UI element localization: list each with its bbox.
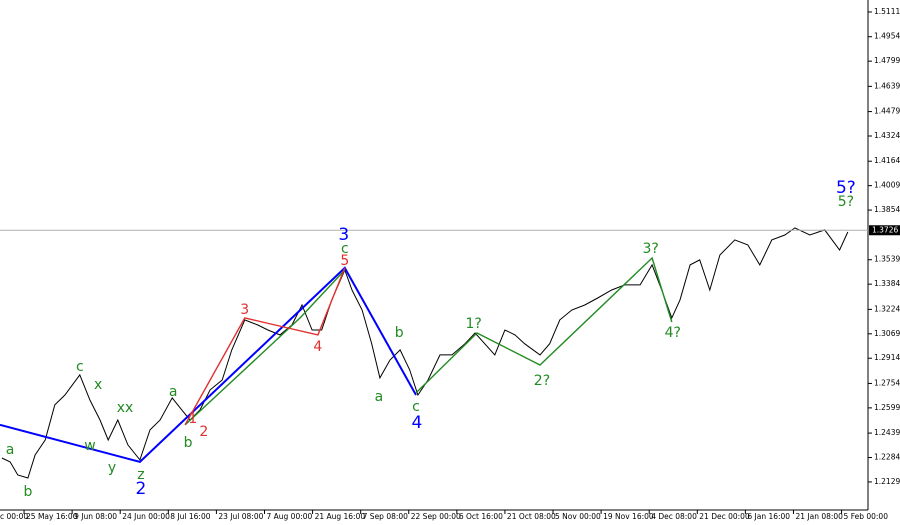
wave-label: 2? (534, 373, 550, 389)
x-tick-label: 6 Jan 16:00 (747, 512, 790, 521)
y-tick-label: 1.4009 (874, 181, 900, 190)
wave-label: 4 (313, 339, 322, 355)
x-tick-label: 23 Jul 08:00 (218, 512, 263, 521)
y-tick-label: 1.2129 (874, 477, 900, 486)
y-tick-label: 1.2599 (874, 403, 900, 412)
y-tick-label: 1.3069 (874, 329, 900, 338)
x-tick-label: 9 Jun 08:00 (74, 512, 117, 521)
wave-label: z (137, 467, 144, 483)
wave-label: c (76, 359, 84, 375)
x-tick-label: 19 Nov 16:00 (603, 512, 654, 521)
y-tick-label: 1.2439 (874, 428, 900, 437)
price-line (1, 227, 849, 479)
wave-label: w (84, 438, 95, 454)
wave-label: 3 (240, 302, 249, 318)
x-tick-label: 5 Nov 00:00 (555, 512, 601, 521)
y-tick-label: 1.2754 (874, 378, 900, 387)
wave-label: 3 (338, 225, 349, 245)
y-tick-label: 1.5111 (874, 7, 900, 16)
y-tick-label: 1.4799 (874, 56, 900, 65)
wave-label: 1 (188, 411, 197, 427)
x-tick-label: 21 Jan 08:00 (795, 512, 843, 521)
y-tick-label: 1.3539 (874, 255, 900, 264)
wave-label: b (23, 484, 32, 500)
x-tick-label: 5 Feb 00:00 (844, 512, 889, 521)
wave-label: 5? (836, 178, 856, 198)
wave-label: 2 (199, 424, 208, 440)
wave-line (184, 267, 346, 426)
y-tick-label: 1.4479 (874, 107, 900, 116)
wave-label: 4 (412, 413, 423, 433)
wave-label: 5? (838, 194, 854, 210)
wave-label: 4? (665, 325, 681, 341)
y-tick-label: 1.2284 (874, 453, 900, 462)
wave-label: c (341, 241, 349, 257)
y-tick-label: 1.4639 (874, 81, 900, 90)
wave-label: x (94, 377, 102, 393)
wave-line (415, 256, 673, 394)
x-tick-label: 4 Dec 08:00 (651, 512, 697, 521)
wave-label: 5 (340, 253, 349, 269)
wave-label: 1? (466, 316, 482, 332)
x-tick-label: 21 Dec 00:00 (699, 512, 750, 521)
wave-label: 2 (135, 479, 146, 499)
y-tick-label: 1.2914 (874, 353, 900, 362)
last-price-label: 1.3726 (872, 225, 898, 234)
x-tick-label: 7 Sep 08:00 (363, 512, 409, 521)
y-tick-label: 1.3384 (874, 279, 900, 288)
x-tick-label: c 00:00 (0, 512, 28, 521)
y-tick-label: 1.3854 (874, 205, 900, 214)
wave-label: y (108, 460, 116, 476)
wave-label: a (6, 442, 15, 458)
x-tick-label: 21 Oct 08:00 (507, 512, 556, 521)
x-tick-label: 22 Sep 00:00 (411, 512, 461, 521)
y-tick-label: 1.4954 (874, 32, 900, 41)
wave-label: a (375, 389, 384, 405)
y-tick-label: 1.4324 (874, 131, 900, 140)
last-price-box (869, 225, 900, 236)
y-tick-label: 1.3224 (874, 304, 900, 313)
wave-label: b (184, 435, 193, 451)
y-tick-label: 1.4164 (874, 156, 900, 165)
x-tick-label: 21 Aug 16:00 (315, 512, 366, 521)
wave-line (0, 266, 417, 464)
wave-label: xx (117, 400, 134, 416)
wave-label: 3? (642, 241, 658, 257)
wave-label: a (169, 384, 178, 400)
x-tick-label: 8 Jul 16:00 (170, 512, 210, 521)
x-tick-label: 25 May 16:00 (26, 512, 78, 521)
x-tick-label: 6 Oct 16:00 (459, 512, 503, 521)
wave-label: c (412, 399, 420, 415)
x-tick-label: 7 Aug 00:00 (266, 512, 312, 521)
x-tick-label: 24 Jun 00:00 (122, 512, 170, 521)
wave-label: b (395, 325, 404, 341)
wave-line (184, 269, 346, 426)
